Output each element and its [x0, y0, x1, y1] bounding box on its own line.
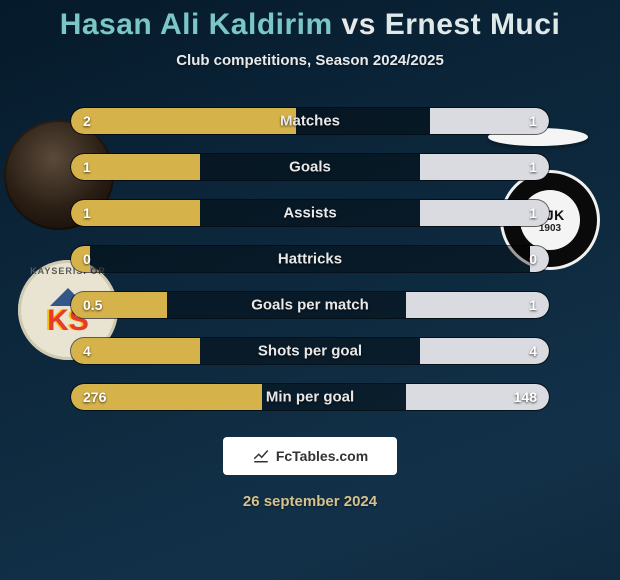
stat-label: Goals per match	[251, 297, 369, 314]
comparison-bars: 2 1 Matches 1 1 Goals 1 1 Assists 0 0 Hattricks 0.5 1…	[70, 107, 550, 411]
stat-label: Assists	[283, 205, 336, 222]
page-title: Hasan Ali Kaldirim vs Ernest Muci	[0, 0, 620, 42]
stat-value-right: 1	[529, 113, 537, 129]
stat-value-left: 276	[83, 389, 106, 405]
stat-value-right: 1	[529, 159, 537, 175]
stat-value-right: 1	[529, 205, 537, 221]
stat-value-right: 0	[529, 251, 537, 267]
stat-row: 1 1 Assists	[70, 199, 550, 227]
player1-name: Hasan Ali Kaldirim	[60, 8, 333, 41]
stat-value-left: 0	[83, 251, 91, 267]
player2-name: Ernest Muci	[385, 8, 561, 41]
stat-row: 4 4 Shots per goal	[70, 337, 550, 365]
subtitle: Club competitions, Season 2024/2025	[0, 52, 620, 69]
stat-fill-right	[406, 292, 549, 318]
brand-text: FcTables.com	[276, 448, 368, 464]
stat-value-left: 1	[83, 205, 91, 221]
stat-value-right: 1	[529, 297, 537, 313]
stat-value-left: 2	[83, 113, 91, 129]
stat-row: 1 1 Goals	[70, 153, 550, 181]
stat-row: 276 148 Min per goal	[70, 383, 550, 411]
date-text: 26 september 2024	[0, 493, 620, 510]
stat-row: 2 1 Matches	[70, 107, 550, 135]
stat-value-left: 0.5	[83, 297, 102, 313]
comparison-card: Hasan Ali Kaldirim vs Ernest Muci Club c…	[0, 0, 620, 580]
brand-box: FcTables.com	[223, 437, 397, 475]
stat-label: Shots per goal	[258, 343, 362, 360]
stat-label: Hattricks	[278, 251, 342, 268]
stat-value-left: 1	[83, 159, 91, 175]
stat-fill-left	[71, 108, 296, 134]
chart-icon	[252, 446, 270, 467]
stat-row: 0.5 1 Goals per match	[70, 291, 550, 319]
stat-value-right: 148	[514, 389, 537, 405]
stat-value-left: 4	[83, 343, 91, 359]
stat-label: Goals	[289, 159, 331, 176]
stat-row: 0 0 Hattricks	[70, 245, 550, 273]
stat-label: Matches	[280, 113, 340, 130]
stat-value-right: 4	[529, 343, 537, 359]
vs-text: vs	[342, 8, 376, 41]
stat-label: Min per goal	[266, 389, 354, 406]
